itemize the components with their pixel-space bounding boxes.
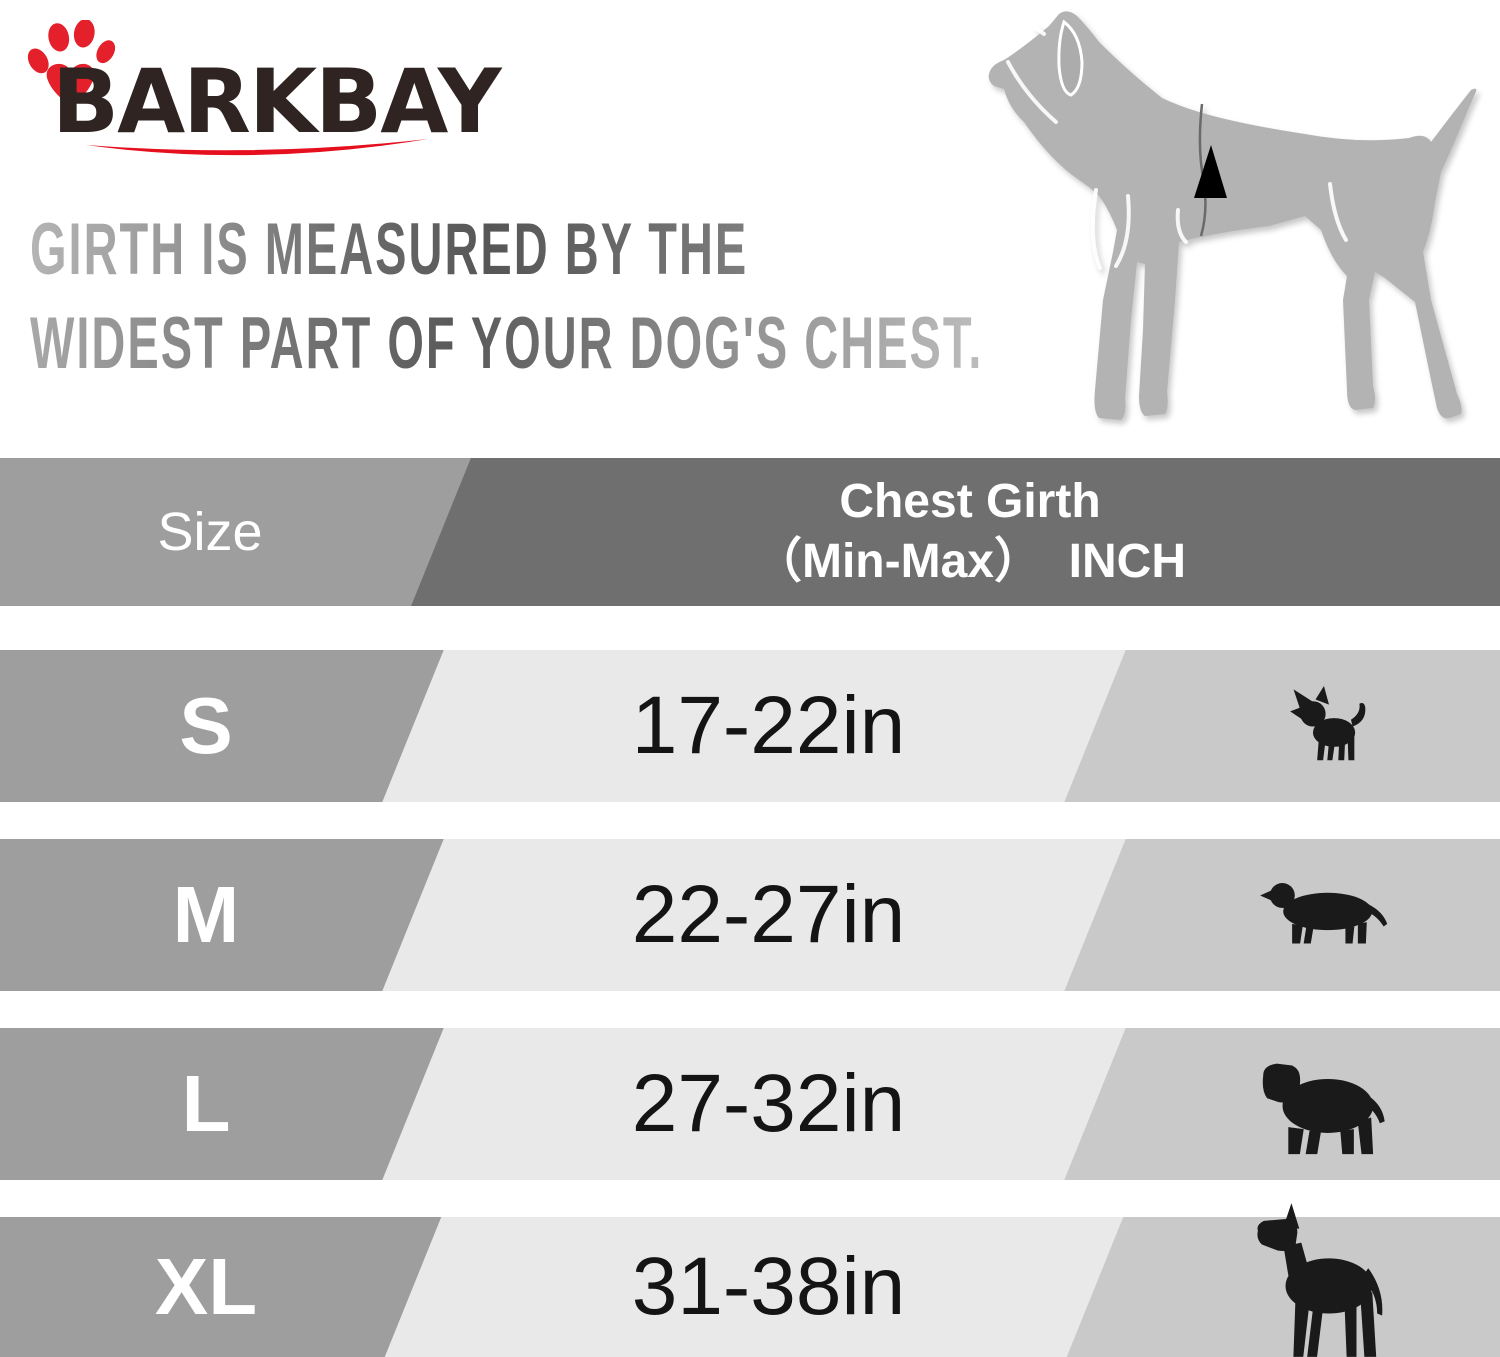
girth-value: 31-38in: [631, 1241, 906, 1332]
header-girth-line-2: （Min-Max） INCH: [753, 535, 1186, 588]
table-row-xl: XL 31-38in: [0, 1203, 1500, 1357]
header-size-label: Size: [157, 502, 263, 562]
dog-ear: [1057, 19, 1084, 97]
header-girth-line-1: Chest Girth: [839, 475, 1101, 528]
girth-value: 17-22in: [631, 680, 906, 771]
table-row-m: M 22-27in: [0, 839, 1500, 991]
girth-value: 27-32in: [631, 1058, 906, 1149]
girth-arrow-marker: [1194, 145, 1227, 198]
girth-value: 22-27in: [631, 869, 906, 960]
great-dane-icon: [1257, 1203, 1383, 1357]
table-row-s: S 17-22in: [0, 650, 1500, 802]
headline-line-2: WIDEST PART OF YOUR DOG'S CHEST.: [30, 301, 984, 384]
dog-silhouette: [988, 11, 1477, 421]
dachshund-icon: [1260, 883, 1388, 944]
logo-underline-swoosh: [86, 139, 428, 156]
table-header-row: Size Chest Girth （Min-Max） INCH: [0, 458, 1500, 606]
mastiff-icon: [1262, 1063, 1385, 1155]
header-girth-label: Chest Girth （Min-Max） INCH: [480, 458, 1460, 606]
paw-print-icon: [27, 20, 116, 107]
table-row-l: L 27-32in: [0, 1028, 1500, 1180]
size-value: XL: [154, 1242, 258, 1331]
size-value: L: [181, 1059, 231, 1148]
chihuahua-icon: [1290, 686, 1366, 761]
brand-name: BARKBAY: [52, 50, 502, 153]
size-value: M: [172, 870, 240, 959]
brand-logo: BARKBAY: [26, 16, 502, 176]
headline-line-1: GIRTH IS MEASURED BY THE: [30, 207, 749, 290]
dog-girth-illustration: [978, 0, 1500, 442]
dog-body-highlights: [1006, 26, 1348, 270]
size-value: S: [179, 681, 233, 770]
